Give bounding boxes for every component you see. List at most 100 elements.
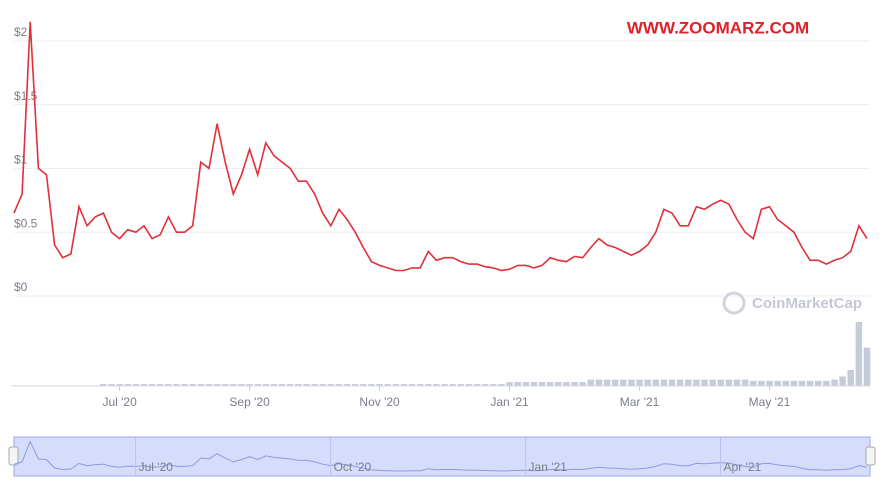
volume-bar [709, 379, 716, 386]
navigator-label: Apr '21 [724, 460, 762, 474]
volume-bar [863, 347, 871, 386]
volume-bar [774, 380, 781, 386]
volume-bar [457, 384, 465, 386]
volume-bar [806, 380, 814, 386]
volume-bar [790, 380, 798, 386]
volume-bar [400, 384, 408, 386]
volume-bar [351, 384, 359, 386]
brand: CoinMarketCap [752, 295, 862, 312]
volume-bar [701, 379, 708, 386]
volume-bar [197, 384, 205, 386]
volume-bar [668, 379, 676, 386]
volume-bar [644, 379, 651, 386]
volume-bar [750, 380, 757, 386]
volume-bar [782, 380, 790, 386]
brand-logo [722, 291, 746, 315]
volume-bar [636, 379, 643, 386]
volume-bar [685, 379, 692, 386]
volume-bar [571, 382, 578, 386]
volume-bar [173, 384, 180, 386]
volume-bar [473, 384, 481, 386]
volume-bar [108, 384, 115, 386]
volume-bar [741, 379, 749, 386]
volume-bar [254, 384, 261, 386]
y-tick-label: $0.5 [14, 216, 38, 230]
volume-bar [595, 379, 603, 386]
volume-bar [831, 379, 838, 386]
volume-bar [660, 379, 668, 386]
volume-bar [579, 382, 586, 386]
volume-bar [676, 379, 684, 386]
navigator-label: Jul '20 [139, 460, 174, 474]
volume-bar [303, 384, 310, 386]
y-tick-label: $1.5 [14, 89, 38, 103]
volume-bar [311, 384, 318, 386]
volume-bar [286, 384, 294, 386]
volume-bar [368, 384, 375, 386]
x-tick-label: Nov '20 [359, 395, 400, 409]
volume-bar [165, 384, 172, 386]
volume-bar [221, 384, 229, 386]
x-tick-label: Mar '21 [620, 395, 660, 409]
volume-bar [205, 384, 213, 386]
volume-bar [855, 322, 863, 386]
volume-bar [555, 382, 562, 386]
volume-bar [611, 379, 619, 386]
volume-bar [433, 384, 440, 386]
volume-bar [148, 384, 156, 386]
navigator-label: Oct '20 [334, 460, 372, 474]
volume-bar [620, 379, 627, 386]
volume-bar [278, 384, 286, 386]
volume-bar [506, 382, 513, 386]
volume-bar [140, 384, 148, 386]
volume-bar [546, 382, 554, 386]
volume-bar [449, 384, 456, 386]
volume-bar [441, 384, 448, 386]
volume-bar [408, 384, 416, 386]
volume-bar [725, 379, 733, 386]
x-tick-label: Sep '20 [229, 395, 270, 409]
volume-bar [514, 382, 521, 386]
watermark: WWW.ZOOMARZ.COM [627, 18, 809, 37]
x-tick-label: May '21 [749, 395, 791, 409]
volume-bar [522, 382, 530, 386]
volume-bar [270, 384, 278, 386]
volume-bar [847, 370, 855, 386]
volume-bar [538, 382, 546, 386]
volume-bar [652, 379, 660, 386]
volume-bar [717, 379, 725, 386]
volume-bar [465, 384, 473, 386]
volume-bar [343, 384, 351, 386]
volume-bar [360, 384, 367, 386]
volume-bar [327, 384, 335, 386]
volume-bar [181, 384, 188, 386]
volume-bar [189, 384, 196, 386]
volume-bar [758, 380, 765, 386]
volume-bar [733, 379, 741, 386]
volume-bar [766, 380, 773, 386]
volume-bar [335, 384, 343, 386]
y-tick-label: $1 [14, 153, 28, 167]
volume-bar [693, 379, 700, 386]
volume-bar [628, 379, 635, 386]
volume-bar [603, 379, 611, 386]
volume-bar [156, 384, 164, 386]
volume-bar [798, 380, 806, 386]
volume-bar [262, 384, 270, 386]
x-tick-label: Jul '20 [102, 395, 137, 409]
volume-bar [587, 379, 595, 386]
volume-bar [246, 384, 253, 386]
volume-bar [815, 380, 822, 386]
volume-bar [490, 384, 497, 386]
price-line [13, 21, 868, 272]
volume-bar [132, 384, 140, 386]
navigator-handle[interactable] [8, 446, 19, 466]
volume-bar [124, 384, 131, 386]
navigator-line [13, 440, 868, 472]
volume-bar [213, 384, 221, 386]
volume-bar [295, 384, 302, 386]
navigator-handle[interactable] [865, 446, 876, 466]
volume-bar [392, 384, 400, 386]
